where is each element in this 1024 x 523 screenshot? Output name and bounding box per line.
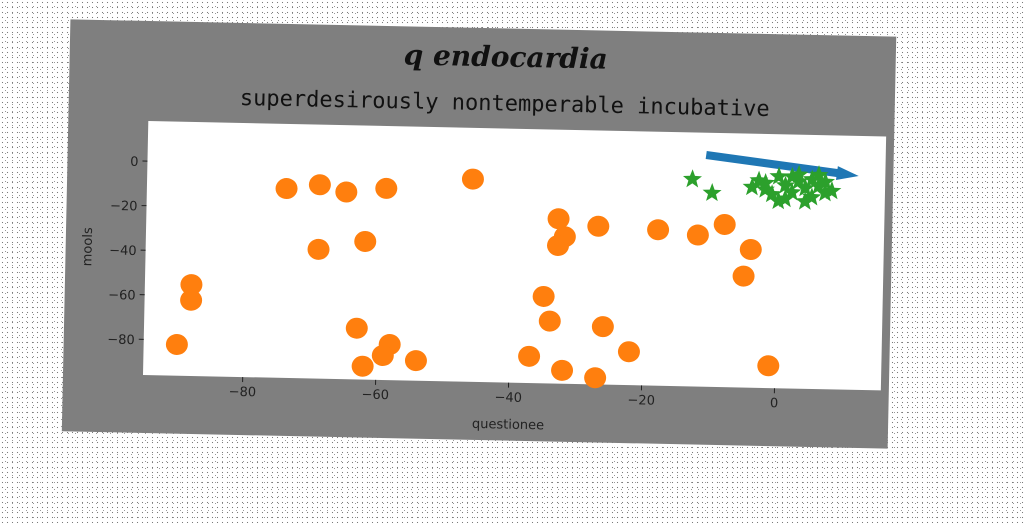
- x-tick-label: −40: [494, 390, 522, 406]
- x-tick-label: −60: [361, 388, 389, 404]
- x-tick-label: −80: [229, 385, 257, 401]
- y-tick-label: −60: [108, 288, 136, 304]
- chart-title: q endocardia: [403, 38, 608, 75]
- y-tick-label: −40: [109, 243, 137, 259]
- x-tick-label: 0: [770, 396, 779, 411]
- y-tick-label: −20: [110, 199, 138, 215]
- x-axis-label: questionee: [472, 417, 544, 434]
- y-tick-label: −80: [107, 333, 135, 349]
- x-tick-label: −20: [627, 393, 655, 409]
- y-tick-label: 0: [130, 155, 139, 170]
- y-axis-label: mools: [80, 227, 96, 266]
